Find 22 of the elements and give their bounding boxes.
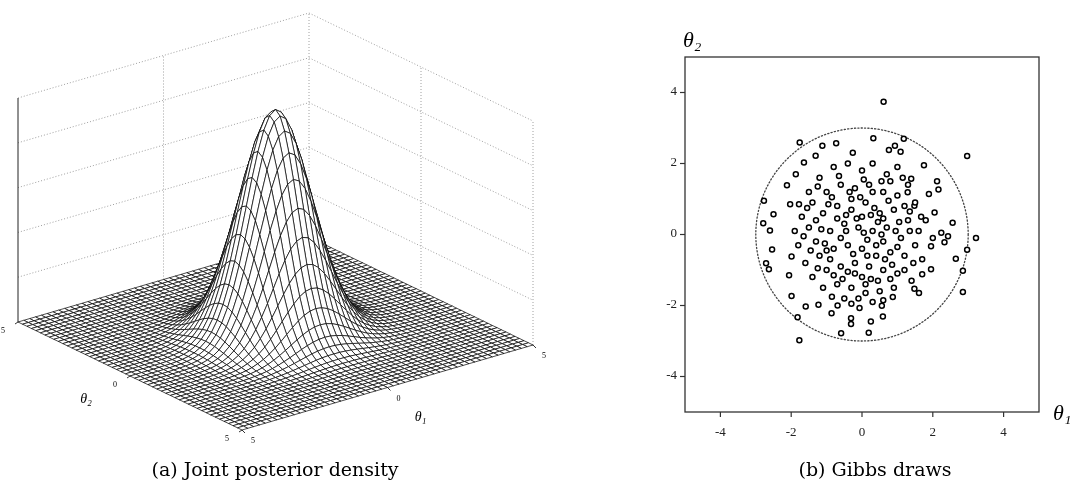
text: θ₁: [414, 408, 427, 424]
x-tick-label: 0: [858, 424, 866, 439]
text: 0: [396, 393, 401, 403]
y-tick-label: 0: [670, 225, 677, 241]
x-tick-label: 4: [1000, 424, 1008, 439]
text: 5: [1, 325, 5, 335]
y-axis-title: θ₂: [683, 27, 702, 52]
x-tick-label: -4: [714, 424, 727, 439]
text: 0: [113, 379, 117, 389]
text: (b) Gibbs draws: [798, 458, 952, 480]
text: (a) Joint posterior density: [151, 458, 399, 480]
y-tick-label: -4: [666, 367, 678, 383]
text: 5: [542, 350, 546, 360]
text: θ₂: [80, 391, 92, 407]
x-tick-label: -2: [785, 424, 797, 439]
y-tick-label: -2: [666, 296, 677, 312]
x-axis-title: θ₁: [1053, 400, 1072, 425]
y-tick-label: 4: [670, 83, 678, 99]
text: 5: [251, 435, 255, 445]
text: 5: [225, 433, 229, 443]
y-tick-label: 2: [670, 154, 677, 170]
x-tick-label: 2: [929, 424, 937, 439]
